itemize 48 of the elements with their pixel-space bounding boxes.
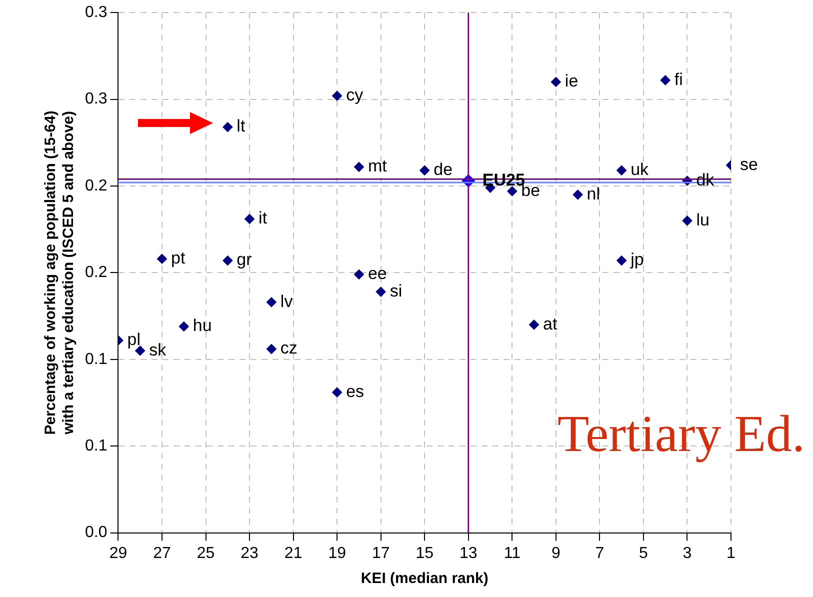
x-tick-label: 5 bbox=[639, 544, 648, 562]
x-tick-label: 25 bbox=[196, 544, 215, 562]
annotation: de bbox=[434, 160, 453, 180]
x-tick-label: 11 bbox=[504, 544, 521, 562]
x-tick-label: 27 bbox=[153, 544, 172, 562]
annotation: gr bbox=[236, 250, 252, 270]
annotation: pt bbox=[171, 248, 186, 268]
annotation: pl bbox=[127, 330, 140, 350]
annotation: ie bbox=[564, 72, 578, 91]
annotation: lv bbox=[280, 292, 294, 311]
y-tick-label: 0.2 bbox=[84, 177, 108, 194]
annotation: uk bbox=[630, 160, 650, 180]
annotation: it bbox=[258, 208, 268, 228]
annotation: lt bbox=[236, 116, 246, 136]
annotation: nl bbox=[586, 184, 600, 204]
annotation: cz bbox=[280, 338, 298, 358]
annotation: mt bbox=[368, 156, 388, 176]
x-tick-label: 7 bbox=[595, 544, 604, 562]
y-tick-label: 0.0 bbox=[84, 524, 108, 542]
y-tick-label: 0.3 bbox=[84, 4, 108, 22]
annotation: sk bbox=[149, 340, 167, 360]
y-tick-label: 0.2 bbox=[84, 264, 108, 282]
annotation: hu bbox=[192, 316, 212, 336]
x-tick-label: 17 bbox=[372, 544, 390, 562]
annotation: Tertiary Ed. bbox=[557, 405, 805, 464]
x-tick-label: 9 bbox=[551, 544, 560, 562]
y-axis-title: Percentage of working age population (15-64) with a tertiary education (ISCED 5 and above) bbox=[42, 110, 78, 436]
x-tick-label: 1 bbox=[726, 544, 736, 562]
y-tick-label: 0.1 bbox=[84, 438, 108, 455]
x-axis-title: KEI (median rank) bbox=[360, 570, 488, 588]
x-tick-label: 13 bbox=[459, 544, 478, 562]
annotation: se bbox=[740, 154, 758, 174]
x-tick-label: 21 bbox=[284, 544, 302, 562]
annotation: si bbox=[390, 281, 402, 300]
y-tick-label: 0.3 bbox=[84, 90, 108, 108]
x-tick-label: 29 bbox=[109, 544, 128, 562]
x-tick-label: 15 bbox=[416, 544, 434, 562]
annotation: at bbox=[543, 314, 558, 334]
y-tick-label: 0.1 bbox=[84, 350, 108, 368]
annotation: es bbox=[346, 382, 364, 402]
x-tick-label: 3 bbox=[682, 544, 692, 562]
x-tick-label: 23 bbox=[240, 544, 259, 562]
annotation: jp bbox=[630, 250, 644, 270]
annotation: ee bbox=[368, 264, 387, 284]
x-tick-label: 19 bbox=[328, 544, 346, 562]
annotation: lu bbox=[696, 210, 710, 230]
annotation: fi bbox=[674, 70, 683, 89]
annotation: cy bbox=[346, 86, 364, 105]
